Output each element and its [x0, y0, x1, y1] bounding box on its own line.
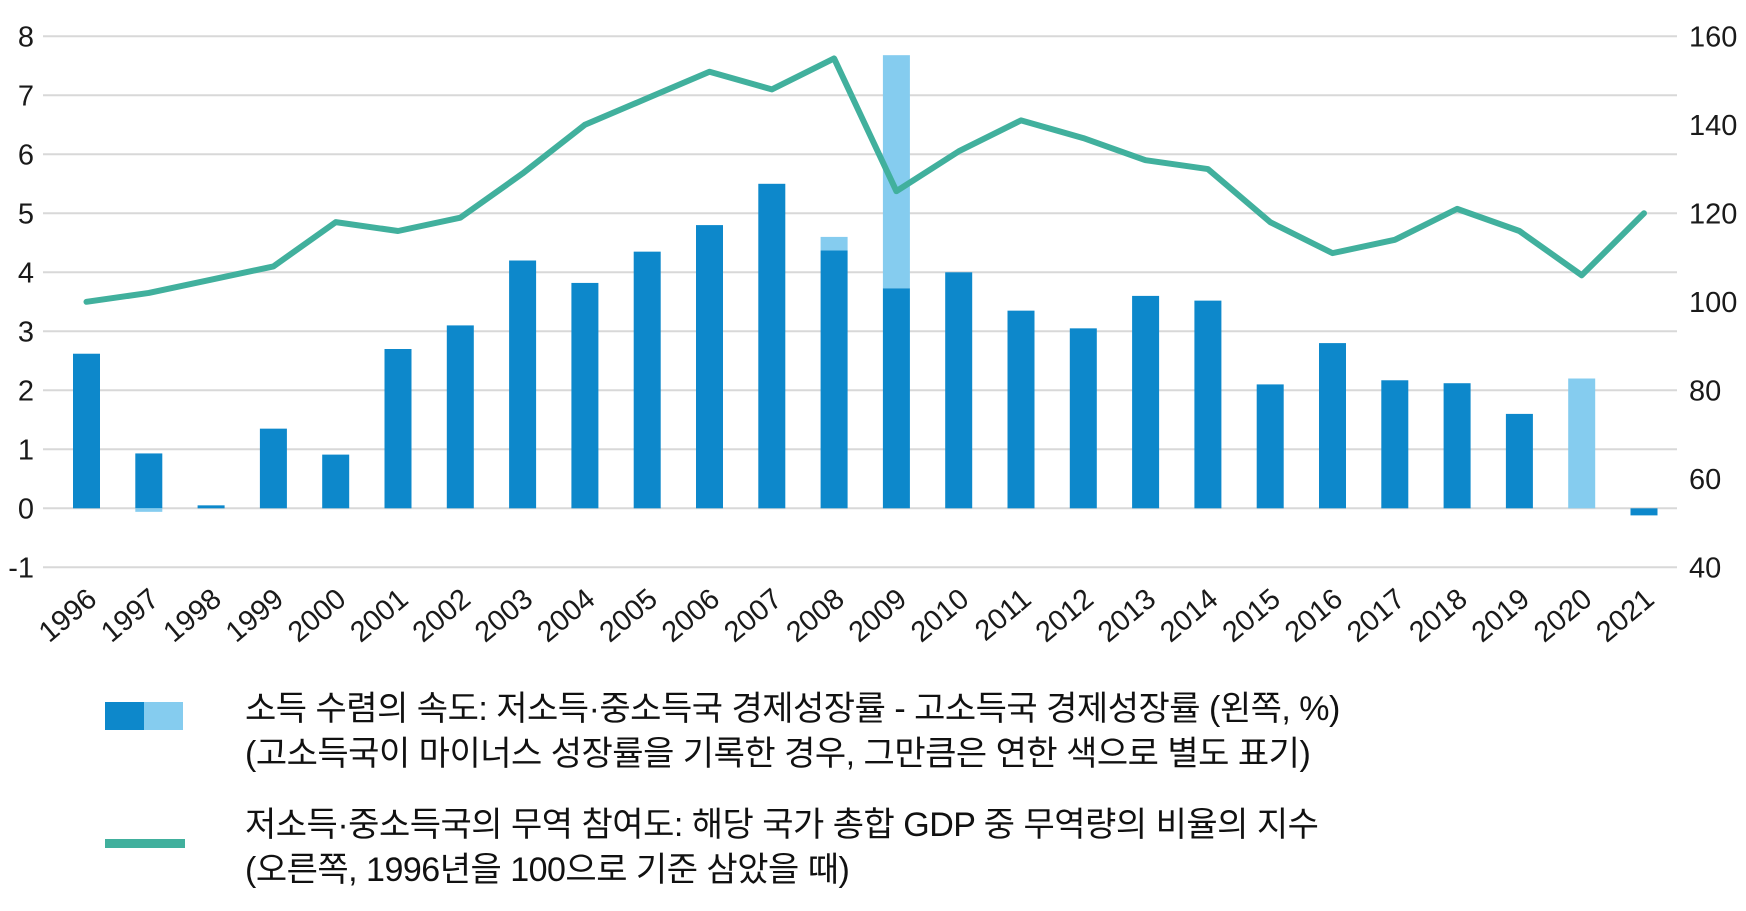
x-axis-label-2001: 2001	[345, 583, 415, 649]
right-axis-tick: 160	[1689, 21, 1737, 53]
bar-dark-2008	[820, 250, 848, 509]
bar-dark-1996	[73, 353, 100, 509]
bar-dark-2001	[384, 349, 412, 509]
line-series-note: (오른쪽, 1996년을 100으로 기준 삼았을 때)	[245, 851, 850, 889]
x-axis-label-1996: 1996	[33, 583, 103, 649]
x-axis-label-2008: 2008	[781, 583, 851, 649]
bar-dark-2016	[1319, 343, 1346, 509]
line-series-legend-swatch	[105, 839, 185, 848]
bar-dark-2003	[509, 260, 537, 509]
x-axis-label-2018: 2018	[1404, 583, 1474, 649]
right-axis-tick: 120	[1689, 198, 1737, 230]
line-series-legend-text: 저소득·중소득국의 무역 참여도: 해당 국가 총합 GDP 중 무역량의 비율…	[245, 803, 1645, 893]
bar-series-note: (고소득국이 마이너스 성장률을 기록한 경우, 그만큼은 연한 색으로 별도 …	[245, 735, 1311, 773]
bar-dark-2002	[446, 325, 474, 509]
x-axis-label-2017: 2017	[1341, 583, 1411, 649]
bar-dark-2005	[633, 251, 661, 509]
bar-dark-swatch	[105, 702, 144, 730]
x-axis-label-1997: 1997	[95, 583, 165, 649]
x-axis-label-2002: 2002	[407, 583, 477, 649]
left-axis-tick: 0	[18, 493, 34, 525]
x-axis-label-2010: 2010	[905, 583, 975, 649]
bar-light-2020	[1568, 378, 1596, 509]
bar-series-legend-text: 소득 수렴의 속도: 저소득·중소득국 경제성장률 - 고소득국 경제성장률 (…	[245, 687, 1645, 777]
bar-light-1997	[135, 508, 163, 512]
left-axis-tick: -1	[8, 552, 34, 584]
x-axis-label-2007: 2007	[718, 583, 788, 649]
right-axis-tick: 40	[1689, 552, 1721, 584]
x-axis-label-2011: 2011	[969, 583, 1037, 648]
left-axis-tick: 5	[18, 198, 34, 230]
left-axis-tick: 1	[18, 434, 34, 466]
x-axis-label-2009: 2009	[843, 583, 913, 649]
bar-series-label: 소득 수렴의 속도: 저소득·중소득국 경제성장률 - 고소득국 경제성장률 (…	[245, 690, 1340, 728]
left-axis-tick: 3	[18, 316, 34, 348]
bar-dark-2019	[1505, 413, 1533, 509]
bar-dark-2004	[571, 282, 599, 509]
bar-dark-2012	[1069, 328, 1097, 509]
x-axis-label-2003: 2003	[469, 583, 539, 649]
bar-dark-2009	[882, 288, 910, 509]
bar-dark-2013	[1132, 295, 1160, 509]
bar-dark-1997	[135, 453, 163, 509]
x-axis-label-2021: 2021	[1591, 583, 1661, 649]
x-axis-label-2012: 2012	[1030, 583, 1100, 649]
left-axis-tick: 4	[18, 257, 34, 289]
bar-dark-2015	[1256, 384, 1284, 509]
bar-dark-2010	[945, 272, 973, 509]
right-axis-tick: 140	[1689, 110, 1737, 142]
x-axis-label-2020: 2020	[1528, 583, 1598, 649]
bar-dark-1998	[197, 505, 225, 509]
x-axis-label-2005: 2005	[594, 583, 664, 649]
x-axis-label-2015: 2015	[1217, 583, 1287, 649]
bar-dark-2006	[696, 225, 723, 509]
line-series-label: 저소득·중소득국의 무역 참여도: 해당 국가 총합 GDP 중 무역량의 비율…	[245, 806, 1319, 844]
bar-dark-2007	[758, 183, 786, 509]
bar-dark-1999	[259, 428, 287, 509]
trade-line	[83, 55, 1647, 305]
bar-light-swatch	[144, 702, 183, 730]
right-axis-tick: 100	[1689, 287, 1737, 319]
bar-dark-2000	[322, 454, 350, 509]
left-axis-tick: 2	[18, 375, 34, 407]
x-axis-label-2006: 2006	[656, 583, 726, 649]
x-axis-label-1998: 1998	[158, 583, 228, 649]
left-axis-tick: 8	[18, 21, 34, 53]
bar-dark-2021	[1630, 508, 1658, 516]
x-axis-label-2019: 2019	[1466, 583, 1536, 649]
x-axis-label-2013: 2013	[1092, 583, 1162, 649]
right-axis-tick: 80	[1689, 375, 1721, 407]
growth-gap-trade-chart: 876543210-116014012010080604019961997199…	[8, 21, 1737, 649]
bar-dark-2017	[1381, 380, 1409, 509]
x-axis-label-2000: 2000	[282, 583, 352, 649]
bar-dark-2018	[1443, 383, 1471, 509]
bar-dark-2011	[1007, 310, 1035, 509]
bar-light-2008	[820, 236, 848, 251]
bar-series-legend-swatch	[105, 702, 183, 730]
x-axis-label-1999: 1999	[220, 583, 290, 649]
x-axis-label-2004: 2004	[531, 583, 601, 649]
x-axis-label-2016: 2016	[1279, 583, 1349, 649]
left-axis-tick: 7	[18, 80, 34, 112]
left-axis-tick: 6	[18, 139, 34, 171]
right-axis-tick: 60	[1689, 464, 1721, 496]
x-axis-label-2014: 2014	[1154, 583, 1224, 649]
bar-dark-2014	[1194, 300, 1222, 509]
